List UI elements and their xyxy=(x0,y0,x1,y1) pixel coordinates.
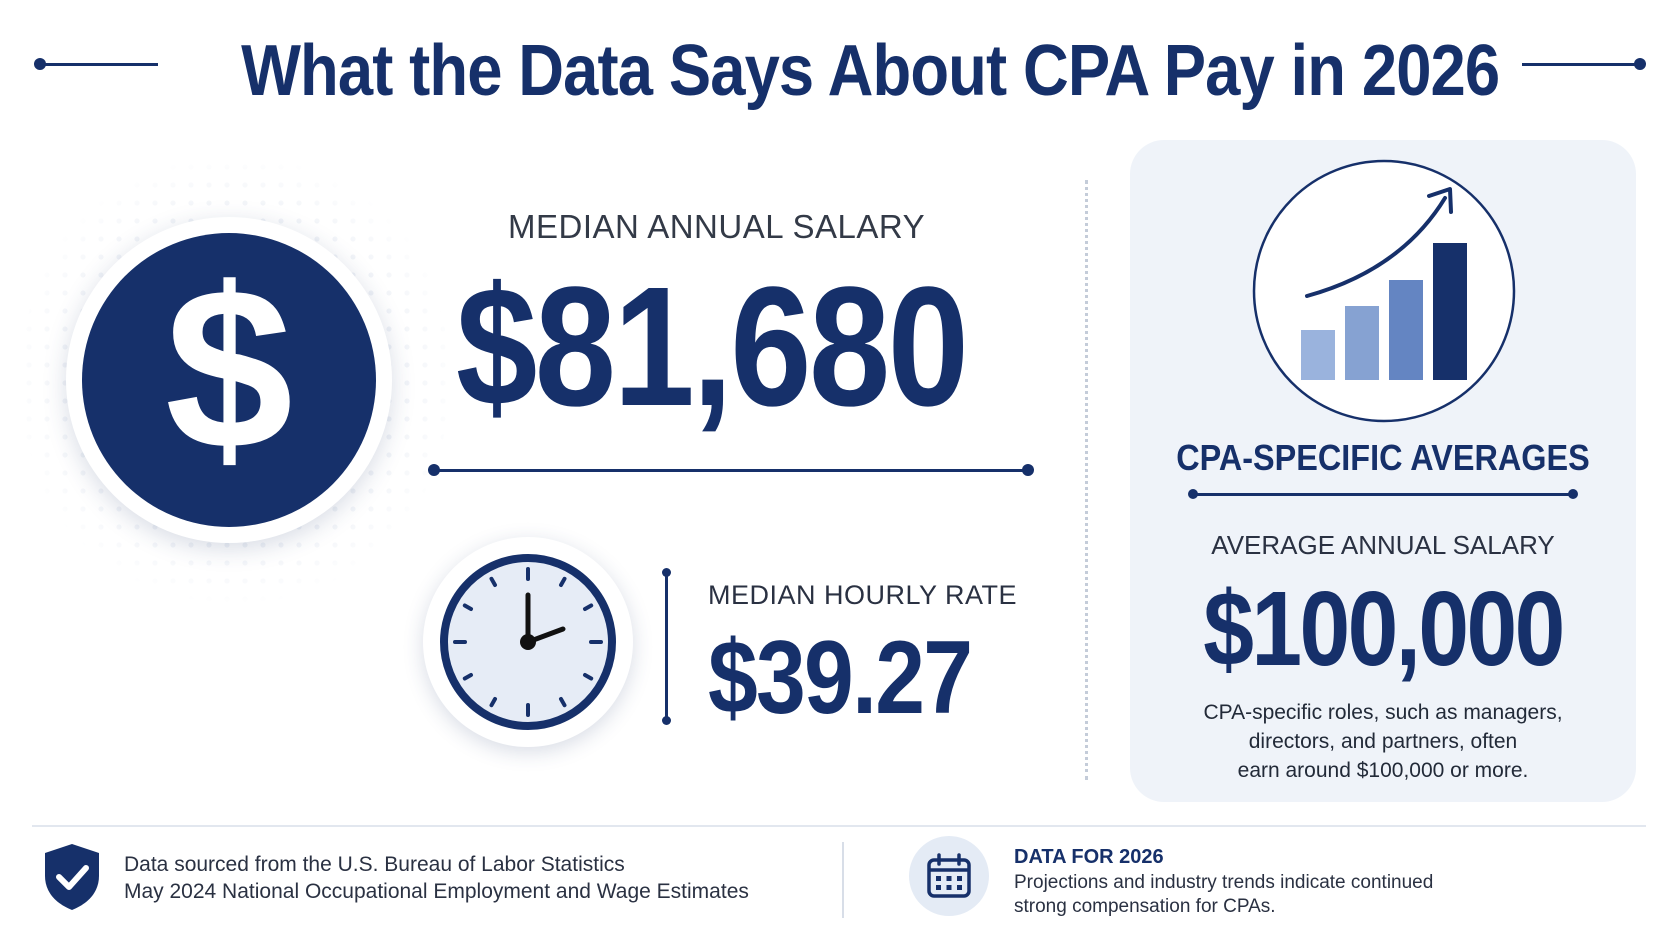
footer-separator xyxy=(842,842,844,918)
panel-rule-right-dot xyxy=(1568,489,1578,499)
average-description-line-1: CPA-specific roles, such as managers, xyxy=(1203,701,1563,724)
dollar-icon: $ xyxy=(82,233,376,527)
source-line-1: Data sourced from the U.S. Bureau of Lab… xyxy=(124,853,625,876)
source-line-2: May 2024 National Occupational Employmen… xyxy=(124,880,749,903)
section-divider xyxy=(1085,180,1088,780)
hourly-divider xyxy=(665,572,668,720)
svg-text:$: $ xyxy=(165,240,293,497)
page-title: What the Data Says About CPA Pay in 2026 xyxy=(241,31,1500,111)
cpa-averages-heading: CPA-SPECIFIC AVERAGES xyxy=(1176,437,1590,478)
title-right-rule xyxy=(1522,63,1640,66)
average-annual-value: $100,000 xyxy=(1203,570,1565,688)
shield-check-icon xyxy=(42,842,102,912)
title-left-rule xyxy=(40,63,158,66)
median-annual-value: $81,680 xyxy=(456,252,969,442)
median-hourly-value: $39.27 xyxy=(708,620,973,736)
data-line-1: Projections and industry trends indicate… xyxy=(1014,872,1434,893)
data-for-2026-heading: DATA FOR 2026 xyxy=(1014,846,1164,868)
footer-rule xyxy=(32,825,1646,827)
average-description: CPA-specific roles, such as managers, di… xyxy=(1140,698,1626,785)
data-line-2: strong compensation for CPAs. xyxy=(1014,896,1276,917)
average-description-line-3: earn around $100,000 or more. xyxy=(1237,759,1529,782)
hourly-divider-bottom-dot xyxy=(662,716,671,725)
median-annual-label: MEDIAN ANNUAL SALARY xyxy=(508,208,926,245)
panel-rule xyxy=(1193,493,1573,496)
average-annual-label: AVERAGE ANNUAL SALARY xyxy=(1211,530,1555,560)
rising-bar-chart-icon xyxy=(1251,158,1517,424)
clock-icon xyxy=(423,537,633,747)
average-description-line-2: directors, and partners, often xyxy=(1248,730,1518,753)
median-hourly-label: MEDIAN HOURLY RATE xyxy=(708,580,1018,610)
annual-rule xyxy=(434,469,1028,472)
title-right-dot xyxy=(1634,58,1646,70)
calendar-icon xyxy=(925,852,973,900)
annual-rule-right-dot xyxy=(1022,464,1034,476)
